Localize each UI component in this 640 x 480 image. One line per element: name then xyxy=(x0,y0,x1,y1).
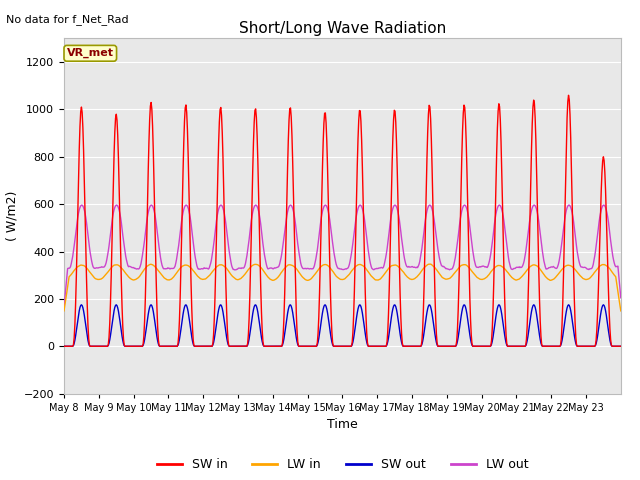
Y-axis label: ( W/m2): ( W/m2) xyxy=(5,191,18,241)
Legend: SW in, LW in, SW out, LW out: SW in, LW in, SW out, LW out xyxy=(152,453,533,476)
Text: No data for f_Net_Rad: No data for f_Net_Rad xyxy=(6,14,129,25)
Title: Short/Long Wave Radiation: Short/Long Wave Radiation xyxy=(239,21,446,36)
Text: VR_met: VR_met xyxy=(67,48,114,59)
X-axis label: Time: Time xyxy=(327,418,358,431)
